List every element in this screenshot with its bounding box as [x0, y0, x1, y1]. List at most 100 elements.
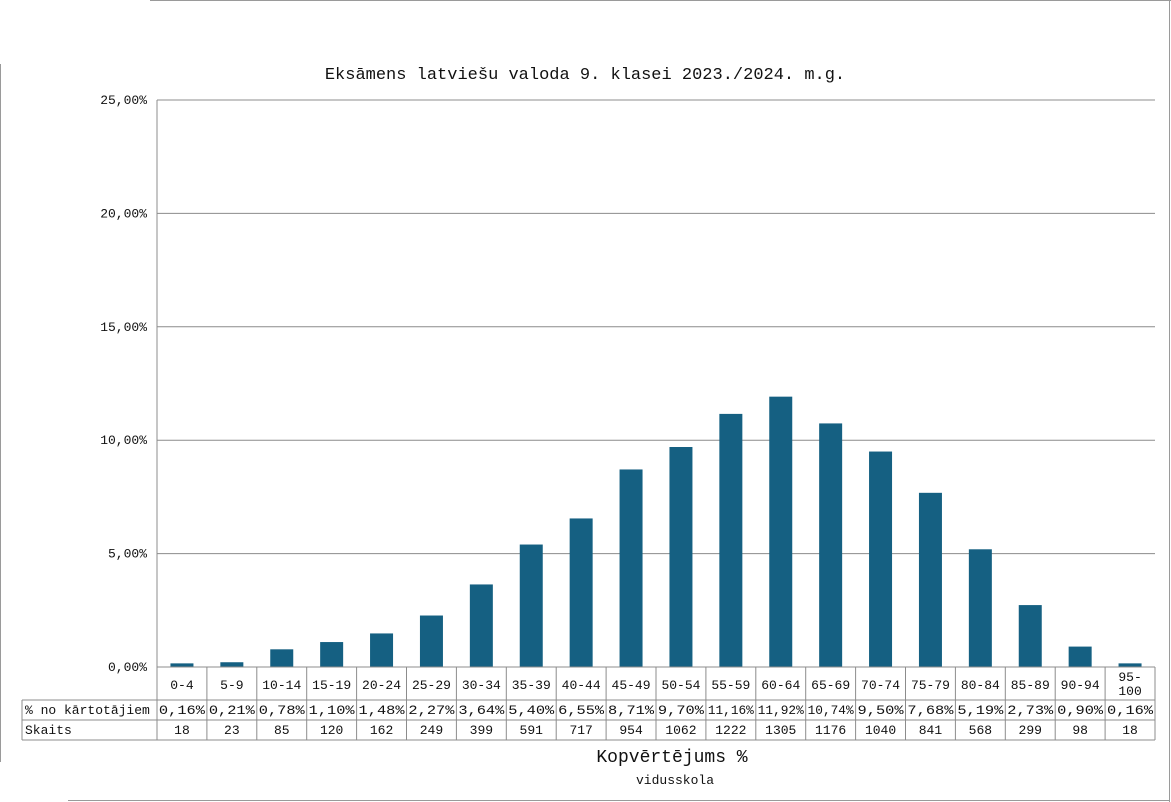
bar: [320, 642, 344, 667]
count-label: 23: [224, 723, 240, 738]
percent-label: 10,74%: [808, 703, 854, 718]
bar: [220, 662, 244, 667]
x-tick-label: 85-89: [1011, 678, 1050, 693]
percent-label: 11,92%: [758, 703, 804, 718]
count-label: 85: [274, 723, 290, 738]
y-tick-label: 0,00%: [108, 660, 147, 675]
percent-label: 3,64%: [458, 703, 504, 718]
percent-label: 0,21%: [209, 703, 255, 718]
frame-bottom-border: [68, 800, 1170, 801]
frame-right-border: [1169, 0, 1170, 802]
count-label: 299: [1019, 723, 1042, 738]
count-label: 162: [370, 723, 393, 738]
table-row-label: % no kārtotājiem: [25, 703, 150, 718]
x-tick-label: 70-74: [861, 678, 900, 693]
x-tick-label: 5-9: [220, 678, 243, 693]
bar: [1118, 663, 1142, 667]
count-label: 841: [919, 723, 943, 738]
count-label: 18: [1122, 723, 1138, 738]
chart-subtitle: vidusskola: [636, 773, 714, 788]
percent-label: 0,16%: [159, 703, 205, 718]
x-tick-label: 95-100: [1118, 670, 1141, 699]
count-label: 568: [969, 723, 992, 738]
bar: [769, 396, 793, 667]
bar: [619, 469, 643, 667]
x-tick-label: 25-29: [412, 678, 451, 693]
x-tick-label: 0-4: [170, 678, 194, 693]
count-label: 1040: [865, 723, 896, 738]
bar: [869, 451, 893, 667]
percent-label: 1,10%: [309, 703, 355, 718]
count-label: 120: [320, 723, 343, 738]
y-tick-label: 10,00%: [100, 433, 147, 448]
count-label: 249: [420, 723, 443, 738]
bar: [469, 584, 493, 667]
bars: [170, 396, 1142, 667]
frame-top-border: [150, 0, 1171, 1]
bar: [569, 518, 593, 667]
x-tick-label: 30-34: [462, 678, 501, 693]
count-label: 954: [619, 723, 643, 738]
bar: [1018, 605, 1042, 667]
percent-label: 5,19%: [957, 703, 1003, 718]
percent-label: 0,90%: [1057, 703, 1103, 718]
count-label: 1062: [665, 723, 696, 738]
percent-label: 1,48%: [359, 703, 405, 718]
data-table: % no kārtotājiem Skaits 0-4 0,16% 18 5-9 0,21%…: [21, 666, 1156, 741]
x-tick-label: 50-54: [661, 678, 700, 693]
percent-label: 0,78%: [259, 703, 305, 718]
count-label: 399: [470, 723, 493, 738]
bar: [918, 492, 942, 667]
x-tick-label: 60-64: [761, 678, 800, 693]
y-tick-label: 25,00%: [100, 93, 147, 108]
y-tick-label: 20,00%: [100, 206, 147, 221]
x-tick-label: 35-39: [512, 678, 551, 693]
x-tick-label: 10-14: [262, 678, 301, 693]
count-label: 1305: [765, 723, 796, 738]
y-tick-label: 5,00%: [108, 547, 147, 562]
bar: [968, 549, 992, 667]
x-tick-label: 15-19: [312, 678, 351, 693]
count-label: 98: [1072, 723, 1088, 738]
percent-label: 7,68%: [907, 703, 953, 718]
x-tick-label: 65-69: [811, 678, 850, 693]
percent-label: 6,55%: [558, 703, 604, 718]
percent-label: 9,70%: [658, 703, 704, 718]
bar: [170, 663, 194, 667]
x-tick-label: 55-59: [711, 678, 750, 693]
bar: [719, 413, 743, 667]
chart-title: Eksāmens latviešu valoda 9. klasei 2023.…: [325, 66, 845, 85]
x-tick-label: 20-24: [362, 678, 401, 693]
count-label: 717: [569, 723, 592, 738]
count-label: 1176: [815, 723, 846, 738]
count-label: 591: [520, 723, 544, 738]
percent-label: 0,16%: [1107, 703, 1153, 718]
frame-left-border: [0, 64, 1, 762]
percent-label: 2,27%: [408, 703, 454, 718]
percent-label: 2,73%: [1007, 703, 1053, 718]
count-label: 18: [174, 723, 190, 738]
percent-label: 9,50%: [858, 703, 904, 718]
bar: [819, 423, 843, 667]
bar: [370, 633, 394, 667]
x-axis-label: Kopvērtējums %: [596, 748, 747, 768]
gridlines: [156, 99, 1155, 668]
x-tick-label: 75-79: [911, 678, 950, 693]
table-row-label: Skaits: [25, 723, 72, 738]
bar: [419, 615, 443, 667]
percent-label: 5,40%: [508, 703, 554, 718]
x-tick-label: 90-94: [1061, 678, 1100, 693]
percent-label: 11,16%: [708, 703, 754, 718]
percent-label: 8,71%: [608, 703, 654, 718]
x-tick-label: 40-44: [562, 678, 601, 693]
y-tick-label: 15,00%: [100, 320, 147, 335]
x-tick-label: 45-49: [612, 678, 651, 693]
x-tick-label: 80-84: [961, 678, 1000, 693]
count-label: 1222: [715, 723, 746, 738]
bar: [519, 544, 543, 667]
bar: [270, 649, 294, 667]
bar: [669, 447, 693, 667]
y-axis-ticks: 0,00% 5,00% 10,00% 15,00% 20,00% 25,00%: [100, 93, 147, 675]
bar: [1068, 646, 1092, 667]
